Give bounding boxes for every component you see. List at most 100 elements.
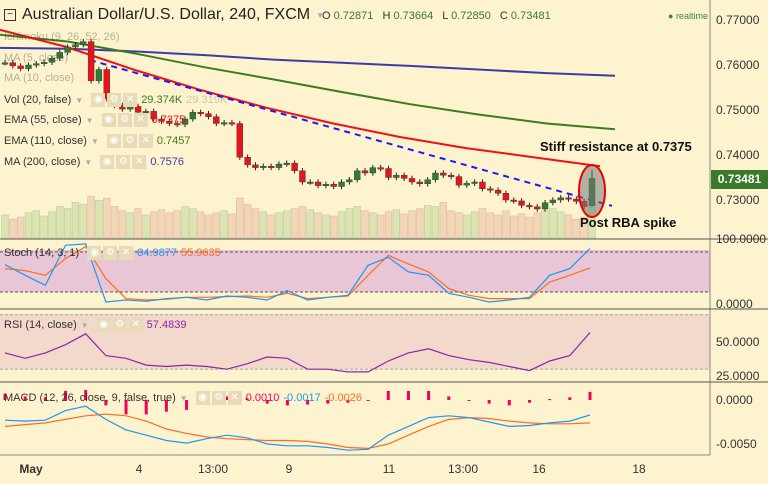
volume-bar — [228, 213, 236, 239]
gear-icon[interactable]: ⚙ — [116, 155, 131, 169]
chevron-down-icon[interactable]: ▼ — [75, 95, 84, 105]
candle-up — [369, 167, 377, 174]
visibility-icon[interactable]: ◉ — [101, 113, 116, 127]
close-icon[interactable]: ✕ — [133, 113, 148, 127]
volume-bar — [337, 211, 346, 239]
volume-bar — [322, 214, 330, 239]
rsi-tick: 50.0000 — [716, 335, 760, 349]
close-icon[interactable]: ✕ — [123, 93, 138, 107]
candle-up — [424, 179, 431, 185]
volume-bar — [580, 216, 588, 239]
visibility-icon[interactable]: ◉ — [87, 246, 102, 260]
trendline-dashed — [89, 59, 613, 207]
legend-label: Stoch (14, 3, 1) — [4, 247, 80, 259]
visibility-icon[interactable]: ◉ — [91, 93, 106, 107]
legend-stoch[interactable]: Stoch (14, 3, 1) ◉ ⚙ ✕ 84.9877 55.9635 — [4, 246, 221, 260]
candle-up — [549, 199, 557, 203]
ohlc-readout: O 0.72871 H 0.73664 L 0.72850 C 0.73481 — [322, 10, 557, 22]
ema110-value: 0.7457 — [156, 135, 191, 147]
volume-bar — [431, 206, 440, 239]
candle-up — [471, 181, 478, 184]
ma200-value: 0.7576 — [150, 156, 184, 168]
high-value: 0.73664 — [393, 10, 434, 22]
volume-bar — [283, 210, 291, 239]
candle-up — [181, 118, 189, 125]
visibility-icon[interactable]: ◉ — [100, 155, 115, 169]
time-tick: 13:00 — [197, 462, 229, 476]
close-icon[interactable]: ✕ — [227, 391, 242, 405]
candle-down — [447, 175, 455, 177]
candle-up — [260, 166, 267, 168]
volume-bar — [557, 211, 565, 239]
price-tick: 0.74000 — [716, 148, 760, 162]
legend-ichimoku[interactable]: Ichimoku (9, 26, 52, 26) — [4, 31, 120, 43]
chevron-down-icon[interactable]: ▼ — [179, 393, 188, 403]
volume-bar — [236, 197, 244, 239]
macd-histogram-bar — [507, 400, 511, 406]
chevron-down-icon[interactable]: ▼ — [84, 157, 93, 167]
macd-histogram-bar — [487, 400, 491, 404]
candle-down — [494, 189, 502, 194]
legend-ema110[interactable]: EMA (110, close) ▼ ◉ ⚙ ✕ 0.7457 — [4, 134, 191, 148]
macd-histogram-bar — [144, 400, 148, 415]
gear-icon[interactable]: ⚙ — [112, 318, 127, 332]
legend-ma10[interactable]: MA (10, close) — [4, 72, 74, 84]
realtime-status: ● realtime — [668, 11, 708, 21]
collapse-icon[interactable]: − — [4, 9, 16, 21]
macd-histogram-bar — [527, 400, 531, 403]
chevron-down-icon[interactable]: ▼ — [316, 10, 325, 20]
gear-icon[interactable]: ⚙ — [107, 93, 122, 107]
price-tick: 0.76000 — [716, 58, 760, 72]
macd-histogram-bar — [265, 400, 269, 404]
close-icon[interactable]: ✕ — [132, 155, 147, 169]
gear-icon[interactable]: ⚙ — [117, 113, 132, 127]
volume-bar — [189, 208, 197, 239]
macd-histogram-bar — [245, 398, 249, 400]
gear-icon[interactable]: ⚙ — [211, 391, 226, 405]
legend-vol[interactable]: Vol (20, false) ▼ ◉ ⚙ ✕ 29.374K 29.319K — [4, 93, 227, 107]
legend-macd[interactable]: MACD (12, 26, close, 9, false, true) ▼ ◉ ⚙ ✕… — [4, 391, 362, 405]
candle-up — [275, 163, 283, 168]
legend-ma200[interactable]: MA (200, close) ▼ ◉ ⚙ ✕ 0.7576 — [4, 155, 184, 169]
symbol-name[interactable]: Australian Dollar/U.S. Dollar, 240, FXCM — [22, 6, 311, 23]
volume-bar — [40, 215, 48, 239]
chevron-down-icon[interactable]: ▼ — [90, 136, 99, 146]
candle-up — [393, 175, 400, 178]
candle-up — [432, 172, 439, 180]
candle-up — [541, 202, 549, 210]
macd-hist-value: 0.0010 — [245, 392, 280, 404]
legend-rsi[interactable]: RSI (14, close) ▼ ◉ ⚙ ✕ 57.4839 — [4, 318, 186, 332]
ma200-line — [0, 46, 616, 77]
close-icon[interactable]: ✕ — [128, 318, 143, 332]
volume-bar — [392, 209, 400, 239]
macd-histogram-bar — [84, 390, 88, 400]
volume-bar — [267, 214, 275, 239]
legend-ma5[interactable]: MA (5, close) — [4, 52, 68, 64]
realtime-label: realtime — [675, 11, 708, 21]
macd-value: -0.0017 — [283, 392, 321, 404]
volume-bar — [9, 218, 17, 239]
vol-ma-value: 29.319K — [186, 94, 228, 106]
candle-up — [220, 122, 228, 125]
legend-ema55[interactable]: EMA (55, close) ▼ ◉ ⚙ ✕ 0.7375 — [4, 113, 185, 127]
visibility-icon[interactable]: ◉ — [195, 391, 210, 405]
volume-bar — [32, 210, 40, 239]
legend-label: MA (10, close) — [4, 72, 75, 84]
gear-icon[interactable]: ⚙ — [122, 134, 137, 148]
visibility-icon[interactable]: ◉ — [106, 134, 121, 148]
gear-icon[interactable]: ⚙ — [103, 246, 118, 260]
close-icon[interactable]: ✕ — [119, 246, 134, 260]
chevron-down-icon[interactable]: ▼ — [80, 320, 89, 330]
chevron-down-icon[interactable]: ▼ — [85, 115, 94, 125]
volume-bar — [298, 206, 307, 239]
candle-down — [502, 193, 510, 201]
candle-down — [534, 206, 541, 210]
macd-histogram-bar — [3, 393, 7, 400]
visibility-icon[interactable]: ◉ — [96, 318, 111, 332]
volume-bar — [48, 211, 56, 239]
time-tick: 18 — [632, 462, 646, 476]
close-icon[interactable]: ✕ — [138, 134, 153, 148]
annotation-resistance: Stiff resistance at 0.7375 — [540, 139, 692, 154]
candle-down — [416, 181, 423, 184]
